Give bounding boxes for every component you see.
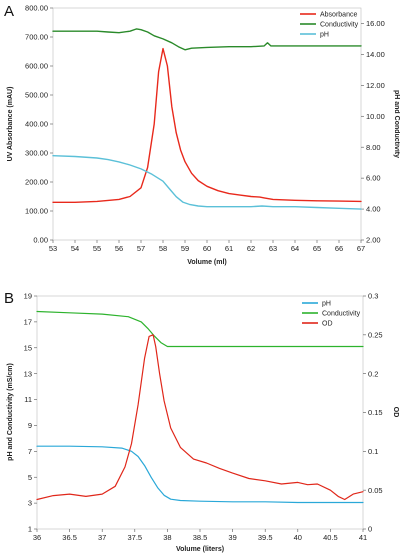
legend-label: Absorbance [320, 12, 357, 19]
y-axis-label-right-a: pH and Conductivity [393, 90, 400, 158]
y-tick-label-left: 300.00 [25, 149, 48, 158]
legend-label: pH [322, 301, 331, 308]
x-tick-label: 56 [115, 244, 123, 253]
series-lines-b [36, 310, 364, 504]
y-tick-label-right: 0.3 [368, 292, 378, 301]
y-tick-label-right: 12.00 [366, 81, 385, 90]
x-tick-label: 60 [203, 244, 211, 253]
x-tick-label: 65 [313, 244, 321, 253]
x-tick-label: 61 [225, 244, 233, 253]
series-line-absorbance [52, 47, 362, 204]
y-tick-label-right: 0 [368, 525, 372, 534]
y-tick-label-right: 16.00 [366, 19, 385, 28]
plot-area-b [36, 295, 364, 530]
y-tick-label-left: 15 [24, 343, 32, 352]
y-tick-label-left: 800.00 [25, 4, 48, 13]
y-tick-label-right: 0.1 [368, 447, 378, 456]
chart-panel-a: A 53 54 55 56 57 58 59 60 61 62 63 64 65 66 67 0.00 100.… [4, 3, 400, 266]
x-tick-label: 64 [291, 244, 299, 253]
series-line-od [36, 334, 364, 501]
y-tick-label-right: 14.00 [366, 50, 385, 59]
y-tick-label-left: 11 [24, 395, 32, 404]
x-tick-label: 53 [49, 244, 57, 253]
series-line-ph [36, 445, 364, 504]
x-tick-label: 41 [359, 533, 367, 542]
x-axis-label-a: Volume (ml) [187, 259, 227, 266]
y-tick-label-right: 10.00 [366, 112, 385, 121]
y-tick-label-right: 8.00 [366, 143, 381, 152]
y-axis-label-left-b: pH and Conductivity (mS/cm) [7, 363, 14, 461]
y-tick-label-right: 0.2 [368, 369, 378, 378]
x-tick-label: 38 [163, 533, 171, 542]
y-tick-label-left: 600.00 [25, 62, 48, 71]
y-tick-label-left: 7 [28, 447, 32, 456]
x-tick-label: 67 [357, 244, 365, 253]
y-tick-label-left: 5 [28, 473, 32, 482]
x-tick-label: 66 [335, 244, 343, 253]
series-line-ph [52, 154, 362, 210]
ticks-a: 53 54 55 56 57 58 59 60 61 62 63 64 65 66 67 0.00 100.00… [25, 4, 385, 253]
series-line-conductivity [36, 310, 364, 348]
legend-label: Conductivity [320, 22, 359, 29]
y-tick-label-left: 19 [24, 292, 32, 301]
plot-area-a [52, 7, 362, 241]
y-tick-label-left: 700.00 [25, 33, 48, 42]
y-tick-label-left: 13 [24, 369, 32, 378]
series-line-conductivity [52, 28, 362, 51]
y-tick-label-right: 0.25 [368, 330, 383, 339]
x-tick-label: 38.5 [193, 533, 208, 542]
x-tick-label: 39.5 [258, 533, 273, 542]
y-tick-label-right: 0.15 [368, 408, 383, 417]
y-tick-label-left: 100.00 [25, 207, 48, 216]
x-tick-label: 55 [93, 244, 101, 253]
x-tick-label: 57 [137, 244, 145, 253]
legend-a: Absorbance Conductivity pH [300, 12, 359, 39]
chart-panel-b: B 36 36.5 37 37.5 38 38.5 39 39.5 40 40.5 41135791… [4, 290, 399, 553]
y-tick-label-left: 400.00 [25, 120, 48, 129]
x-tick-label: 63 [269, 244, 277, 253]
y-tick-label-right: 2.00 [366, 236, 381, 245]
legend-label: OD [322, 321, 333, 328]
y-tick-label-left: 1 [28, 525, 32, 534]
x-tick-label: 36 [33, 533, 41, 542]
panel-label-b: B [4, 290, 14, 307]
y-tick-label-left: 17 [24, 317, 32, 326]
x-tick-label: 54 [71, 244, 79, 253]
series-lines-a [52, 28, 362, 210]
legend-label: Conductivity [322, 311, 361, 318]
x-axis-label-b: Volume (liters) [176, 546, 224, 553]
x-tick-label: 37.5 [127, 533, 142, 542]
x-tick-label: 62 [247, 244, 255, 253]
x-tick-label: 40 [294, 533, 302, 542]
y-axis-label-right-b: OD [392, 407, 399, 418]
x-tick-label: 58 [159, 244, 167, 253]
y-tick-label-right: 4.00 [366, 205, 381, 214]
x-tick-label: 39 [228, 533, 236, 542]
legend-b: pH Conductivity OD [302, 301, 361, 328]
y-tick-label-left: 0.00 [33, 236, 48, 245]
y-tick-label-left: 9 [28, 421, 32, 430]
y-tick-label-left: 500.00 [25, 91, 48, 100]
legend-label: pH [320, 32, 329, 39]
y-axis-label-left-a: UV Absorbance (mAU) [7, 87, 14, 162]
y-tick-label-left: 3 [28, 499, 32, 508]
panel-label-a: A [4, 3, 14, 20]
y-tick-label-left: 200.00 [25, 178, 48, 187]
ticks-b: 36 36.5 37 37.5 38 38.5 39 39.5 40 40.5 4113579111… [24, 292, 383, 542]
x-tick-label: 36.5 [62, 533, 77, 542]
x-tick-label: 59 [181, 244, 189, 253]
x-tick-label: 37 [98, 533, 106, 542]
x-tick-label: 40.5 [323, 533, 338, 542]
y-tick-label-right: 6.00 [366, 174, 381, 183]
y-tick-label-right: 0.05 [368, 486, 383, 495]
